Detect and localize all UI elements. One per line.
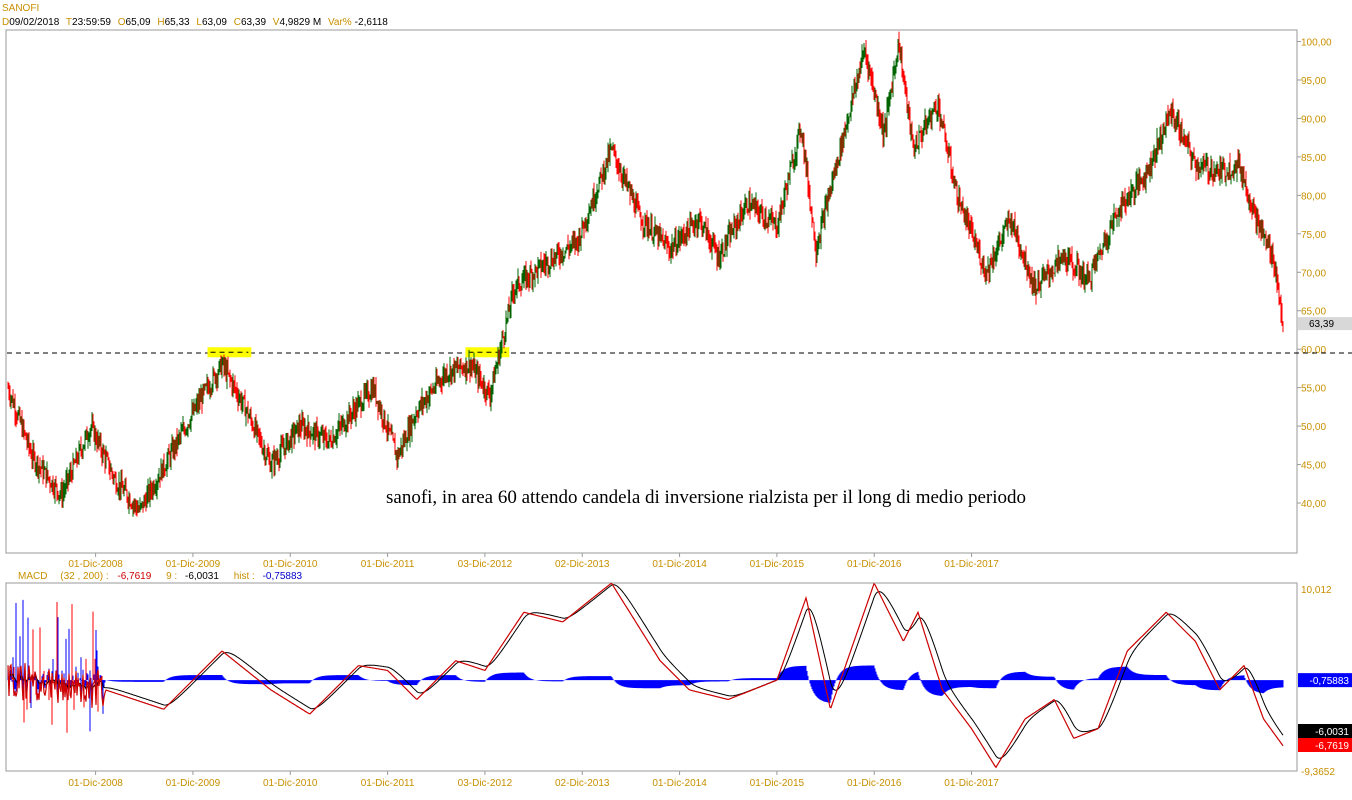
macd-x-tick-label: 01-Dic-2014 (652, 778, 707, 789)
macd-line (7, 582, 1284, 769)
macd-x-tick-label: 01-Dic-2009 (166, 778, 221, 789)
macd-value-badge-label: -0,75883 (1310, 676, 1350, 687)
macd-y-tick-label: -9,3652 (1301, 767, 1335, 778)
macd-value-badge (1298, 673, 1352, 688)
macd-x-tick-label: 01-Dic-2015 (750, 778, 805, 789)
x-tick-label: 01-Dic-2016 (847, 559, 902, 570)
macd-x-tick-label: 01-Dic-2017 (944, 778, 999, 789)
macd-readout: MACD (32 , 200) : -6,7619 9 : -6,0031 hi… (18, 571, 303, 582)
macd-x-tick-label: 02-Dic-2013 (555, 778, 610, 789)
y-tick-label: 90,00 (1301, 114, 1326, 125)
x-tick-label: 01-Dic-2017 (944, 559, 999, 570)
x-tick-label: 03-Dic-2012 (458, 559, 513, 570)
y-tick-label: 45,00 (1301, 461, 1326, 472)
x-tick-label: 02-Dic-2013 (555, 559, 610, 570)
y-tick-label: 60,00 (1301, 345, 1326, 356)
chart-annotation: sanofi, in area 60 attendo candela di in… (386, 487, 1026, 508)
x-tick-label: 01-Dic-2014 (652, 559, 707, 570)
macd-x-tick-label: 01-Dic-2010 (263, 778, 318, 789)
y-tick-label: 65,00 (1301, 307, 1326, 318)
macd-x-tick-label: 01-Dic-2008 (68, 778, 123, 789)
last-price-label: 63,39 (1309, 319, 1334, 330)
macd-value-badge-label: -6,0031 (1315, 727, 1349, 738)
y-tick-label: 75,00 (1301, 230, 1326, 241)
x-tick-label: 01-Dic-2011 (361, 559, 415, 570)
macd-signal-line (7, 584, 1284, 759)
x-tick-label: 01-Dic-2008 (68, 559, 123, 570)
y-tick-label: 80,00 (1301, 191, 1326, 202)
y-tick-label: 50,00 (1301, 422, 1326, 433)
x-tick-label: 01-Dic-2015 (750, 559, 805, 570)
macd-x-tick-label: 01-Dic-2011 (361, 778, 415, 789)
macd-x-tick-label: 01-Dic-2016 (847, 778, 902, 789)
y-tick-label: 95,00 (1301, 76, 1326, 87)
last-price-badge (1298, 317, 1352, 331)
macd-value-badge (1298, 738, 1352, 752)
chart-title: SANOFI (2, 3, 39, 14)
x-tick-label: 01-Dic-2010 (263, 559, 318, 570)
x-tick-label: 01-Dic-2009 (166, 559, 221, 570)
macd-value-badge (1298, 724, 1352, 738)
ohlc-readout: D09/02/2018 T23:59:59 O65,09 H65,33 L63,… (2, 17, 388, 28)
macd-x-tick-label: 03-Dic-2012 (458, 778, 513, 789)
macd-y-tick-label: 10,012 (1301, 585, 1332, 596)
y-tick-label: 70,00 (1301, 268, 1326, 279)
macd-value-badge-label: -6,7619 (1315, 741, 1349, 752)
y-tick-label: 85,00 (1301, 153, 1326, 164)
price-panel (5, 29, 1298, 554)
y-tick-label: 100,00 (1301, 38, 1332, 49)
y-tick-label: 40,00 (1301, 499, 1326, 510)
y-tick-label: 55,00 (1301, 384, 1326, 395)
